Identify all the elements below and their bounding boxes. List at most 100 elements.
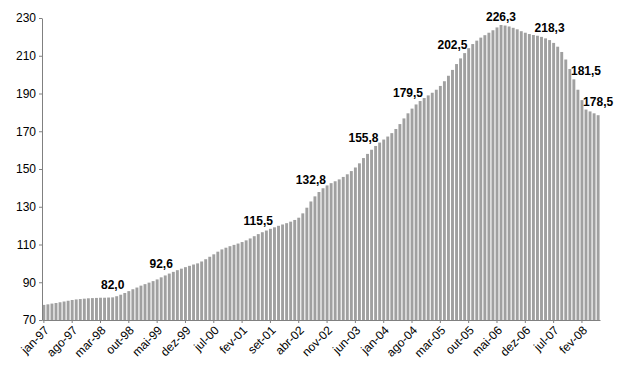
bar bbox=[386, 137, 389, 320]
x-tick-label: jun-03 bbox=[329, 323, 363, 357]
x-tick: jul-00 bbox=[190, 320, 222, 355]
bar bbox=[540, 37, 543, 320]
x-tick-mark bbox=[525, 320, 526, 323]
data-label: 155,8 bbox=[348, 131, 378, 145]
bar bbox=[560, 52, 563, 320]
bar bbox=[208, 257, 211, 320]
y-tick-label: 170 bbox=[16, 125, 36, 139]
y-tick-label: 190 bbox=[16, 87, 36, 101]
x-tick: jul-07 bbox=[530, 320, 562, 355]
x-tick: jun-03 bbox=[329, 320, 363, 357]
bar bbox=[293, 220, 296, 320]
y-axis: 7090110130150170190210230 bbox=[16, 11, 43, 327]
bar bbox=[119, 295, 122, 320]
bar bbox=[184, 267, 187, 320]
bar bbox=[463, 53, 466, 320]
y-tick: 230 bbox=[16, 11, 42, 25]
bar bbox=[245, 240, 248, 320]
bar bbox=[572, 79, 575, 320]
x-tick: dez-99 bbox=[158, 320, 194, 359]
x-tick-mark bbox=[185, 320, 186, 323]
bar bbox=[257, 234, 260, 320]
bar bbox=[471, 44, 474, 320]
bar bbox=[568, 69, 571, 320]
bar bbox=[273, 227, 276, 320]
y-tick-label: 230 bbox=[16, 11, 36, 25]
data-label: 115,5 bbox=[244, 214, 274, 228]
bar bbox=[233, 245, 236, 320]
bar bbox=[285, 223, 288, 320]
bar bbox=[313, 196, 316, 320]
bar bbox=[180, 269, 183, 320]
bar bbox=[512, 28, 515, 320]
y-tick: 210 bbox=[16, 49, 42, 63]
bar bbox=[229, 246, 232, 320]
bar bbox=[362, 158, 365, 320]
bar bbox=[548, 40, 551, 320]
bar bbox=[322, 188, 325, 320]
bar bbox=[354, 167, 357, 320]
x-tick-mark bbox=[496, 320, 497, 323]
y-axis-line bbox=[42, 19, 43, 321]
x-tick-mark bbox=[553, 320, 554, 323]
x-tick-mark bbox=[43, 320, 44, 323]
bar bbox=[536, 36, 539, 320]
bar bbox=[99, 298, 102, 320]
bar bbox=[394, 129, 397, 320]
x-tick-mark bbox=[355, 320, 356, 323]
bar bbox=[237, 244, 240, 320]
bar bbox=[447, 76, 450, 320]
x-tick: nov-02 bbox=[299, 320, 335, 359]
data-label: 179,5 bbox=[393, 86, 423, 100]
bar bbox=[127, 291, 130, 320]
bar bbox=[204, 259, 207, 320]
x-tick: mar-98 bbox=[72, 320, 109, 360]
y-tick-label: 90 bbox=[23, 276, 37, 290]
bar bbox=[107, 298, 110, 320]
bar bbox=[491, 30, 494, 320]
bar bbox=[382, 140, 385, 320]
bar bbox=[55, 303, 58, 320]
bar bbox=[305, 208, 308, 320]
bar bbox=[160, 277, 163, 320]
y-tick: 190 bbox=[16, 87, 42, 101]
bar bbox=[407, 113, 410, 320]
x-axis: jan-97ago-97mar-98out-98mai-99dez-99jul-… bbox=[18, 320, 601, 360]
bar bbox=[148, 283, 151, 320]
bar bbox=[261, 232, 264, 320]
y-tick: 130 bbox=[16, 200, 42, 214]
bar bbox=[475, 41, 478, 320]
y-tick: 150 bbox=[16, 162, 42, 176]
x-tick: dez-06 bbox=[498, 320, 534, 359]
y-tick-mark bbox=[39, 131, 42, 132]
bar bbox=[402, 118, 405, 320]
y-tick-mark bbox=[39, 245, 42, 246]
x-tick-label: fev-01 bbox=[217, 323, 251, 357]
bar bbox=[415, 104, 418, 320]
bar bbox=[552, 43, 555, 320]
bar bbox=[516, 29, 519, 320]
bar bbox=[301, 213, 304, 320]
bar bbox=[289, 222, 292, 320]
bar bbox=[487, 33, 490, 320]
y-tick-label: 150 bbox=[16, 162, 36, 176]
x-tick-mark bbox=[581, 320, 582, 323]
y-tick-mark bbox=[39, 169, 42, 170]
x-tick-mark bbox=[100, 320, 101, 323]
bar bbox=[398, 124, 401, 320]
chart: 7090110130150170190210230jan-97ago-97mar… bbox=[0, 0, 617, 380]
bar bbox=[580, 100, 583, 320]
x-tick-label: nov-02 bbox=[299, 323, 335, 359]
bar bbox=[419, 101, 422, 320]
x-tick-mark bbox=[327, 320, 328, 323]
bar bbox=[164, 275, 167, 320]
bar bbox=[50, 304, 53, 320]
x-tick-label: mar-98 bbox=[72, 323, 109, 360]
y-tick: 90 bbox=[23, 276, 42, 290]
x-tick-label: set-01 bbox=[245, 323, 279, 357]
x-tick: set-01 bbox=[245, 320, 279, 357]
bar bbox=[500, 25, 503, 320]
bar bbox=[589, 111, 592, 320]
bar bbox=[196, 263, 199, 320]
bar bbox=[172, 272, 175, 320]
